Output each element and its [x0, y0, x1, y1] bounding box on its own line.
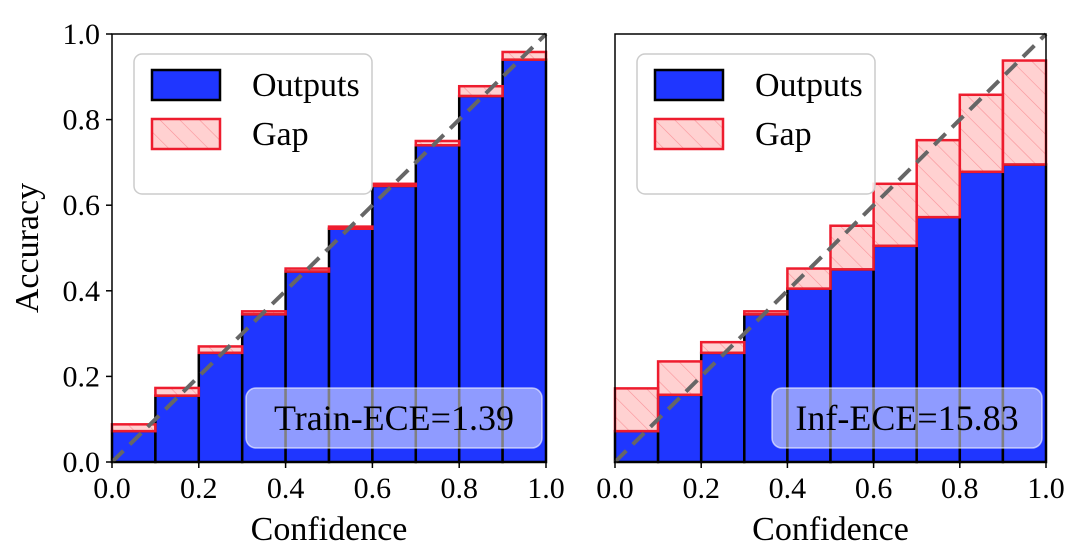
- inference-legend-gap-swatch: [653, 117, 725, 151]
- inference-diagonal-line: [613, 32, 1048, 464]
- inference-x-axis-title: Confidence: [752, 511, 909, 548]
- inference-ece-annotation-text: Inf-ECE=15.83: [795, 398, 1018, 438]
- inference-legend: Outputs Gap: [636, 53, 876, 195]
- train-legend-gap-swatch: [150, 117, 222, 151]
- inference-gap-bar-6: [872, 182, 918, 248]
- train-legend: Outputs Gap: [133, 53, 373, 195]
- train-outputs-bar-1: [154, 394, 201, 464]
- inference-xtick-label-0: 0.0: [596, 472, 634, 505]
- train-panel: 0.0 0.2 0.4 0.6 0.8 1.0 0.0 0.2 0.4 0.6 0.8 1.0 Conf…: [9, 18, 565, 548]
- inference-outputs-bar-1: [656, 393, 703, 464]
- train-legend-outputs-label: Outputs: [252, 67, 360, 104]
- inference-xtick-label-1: 0.2: [682, 472, 720, 505]
- train-diagonal-line: [110, 32, 548, 464]
- train-legend-gap-label: Gap: [252, 116, 309, 153]
- train-xtick-label-0: 0.0: [93, 472, 131, 505]
- inference-xtick-label-4: 0.8: [941, 472, 979, 505]
- train-gap-bar-4: [284, 267, 331, 273]
- inference-xtick-label-3: 0.6: [855, 472, 893, 505]
- train-ece-annotation: Train-ECE=1.39: [245, 387, 543, 449]
- train-ytick-label-2: 0.4: [63, 275, 101, 308]
- train-ytick-label-3: 0.6: [63, 189, 101, 222]
- inference-gap-bar-2: [699, 340, 746, 355]
- inference-gap-bar-8: [958, 93, 1005, 174]
- train-ytick-label-5: 1.0: [63, 18, 101, 51]
- inference-legend-gap-label: Gap: [755, 116, 812, 153]
- inference-legend-outputs-label: Outputs: [755, 67, 863, 104]
- train-xtick-label-5: 1.0: [527, 472, 565, 505]
- inference-ece-annotation: Inf-ECE=15.83: [771, 387, 1043, 449]
- train-axes-frame: [111, 33, 547, 463]
- inference-gap-bar-5: [829, 224, 875, 271]
- train-ytick-label-1: 0.2: [63, 360, 101, 393]
- train-xtick-label-2: 0.4: [267, 472, 305, 505]
- train-y-axis-title: Accuracy: [9, 183, 46, 313]
- inference-gap-bar-9: [1001, 59, 1048, 166]
- inference-gap-bar-4: [786, 267, 832, 290]
- inference-xtick-label-5: 1.0: [1027, 472, 1065, 505]
- train-legend-outputs-swatch: [150, 68, 222, 102]
- train-ece-annotation-text: Train-ECE=1.39: [274, 398, 514, 438]
- train-ytick-label-0: 0.0: [63, 446, 101, 479]
- inference-xtick-label-2: 0.4: [769, 472, 807, 505]
- inference-gap-bar-7: [915, 138, 962, 219]
- train-gap-bar-8: [457, 84, 504, 98]
- inference-gap-bar-1: [656, 360, 703, 397]
- inference-axes-frame: [614, 33, 1047, 463]
- train-xtick-label-1: 0.2: [180, 472, 218, 505]
- train-gap-bar-6: [371, 182, 418, 188]
- train-xtick-label-3: 0.6: [354, 472, 392, 505]
- train-gap-bar-1: [154, 386, 201, 397]
- train-ytick-label-4: 0.8: [63, 104, 101, 137]
- train-gap-bar-2: [197, 345, 244, 355]
- train-x-axis-title: Confidence: [251, 511, 408, 548]
- train-xtick-label-4: 0.8: [440, 472, 478, 505]
- inference-legend-outputs-swatch: [653, 68, 725, 102]
- inference-panel: 0.0 0.2 0.4 0.6 0.8 1.0 Confidence Outputs Gap In…: [596, 32, 1065, 548]
